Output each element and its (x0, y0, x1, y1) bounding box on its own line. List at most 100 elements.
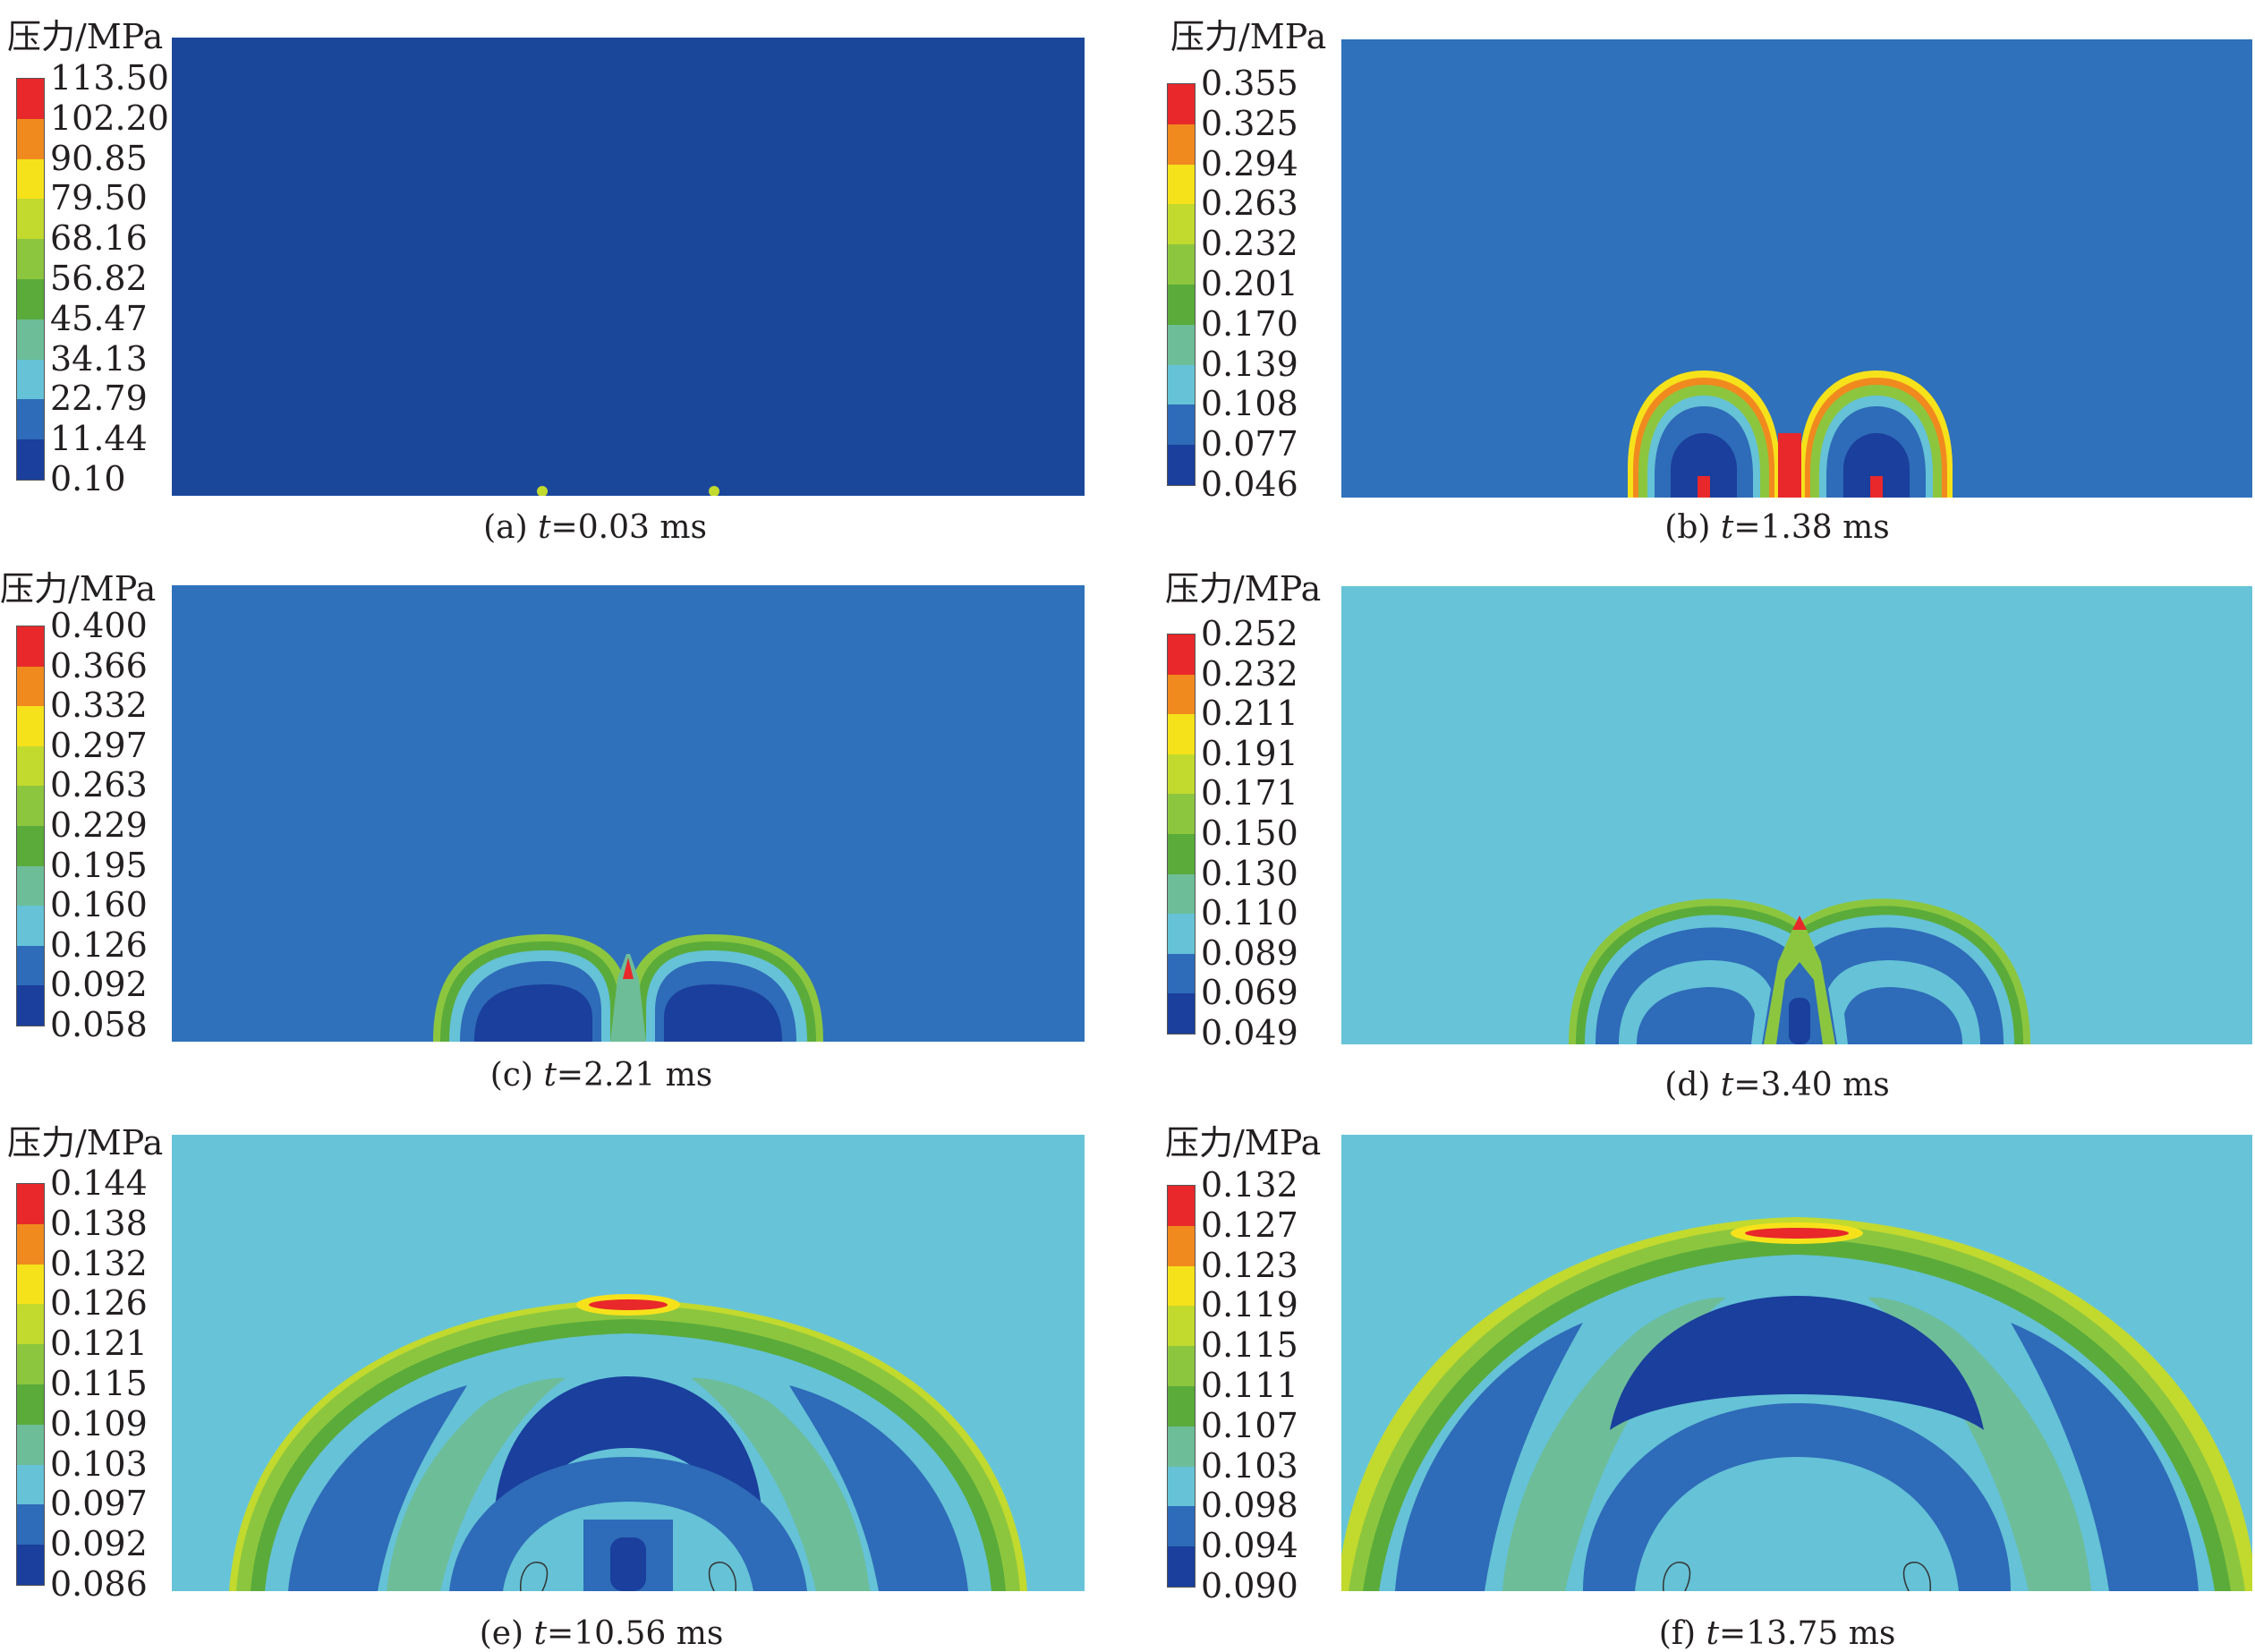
tick-label: 0.086 (50, 1564, 148, 1604)
low-pressure-arc (449, 1457, 807, 1591)
panel-f: 压力/MPa 0.132 0.127 0.123 0.119 0.115 0.1… (1160, 1097, 2255, 1650)
color-swatch (17, 1184, 44, 1225)
tick-label: 0.108 (1201, 384, 1298, 424)
color-swatch (17, 865, 44, 907)
tick-label: 0.126 (50, 924, 148, 965)
jet-peak (623, 958, 634, 979)
color-swatch (17, 906, 44, 947)
panel-c: 压力/MPa 0.400 0.366 0.332 0.297 0.263 0.2… (0, 549, 1128, 1097)
color-swatch (17, 945, 44, 986)
color-swatch (17, 1223, 44, 1265)
color-swatch (17, 1264, 44, 1305)
color-swatch (1168, 1186, 1195, 1227)
color-swatch (17, 399, 44, 440)
pressure-contour-plot (1341, 586, 2252, 1044)
color-swatch (1168, 1546, 1195, 1588)
peak-pressure-core (1745, 1228, 1849, 1239)
color-swatch (1168, 1426, 1195, 1468)
tick-label: 0.097 (50, 1484, 148, 1524)
tick-label: 0.232 (1201, 653, 1298, 694)
wave-band-right (789, 1385, 968, 1591)
low-pressure-region (494, 1376, 762, 1529)
color-swatch (17, 826, 44, 867)
color-swatch (17, 1384, 44, 1426)
plot-background (172, 38, 1085, 496)
tick-label: 0.092 (50, 965, 148, 1005)
panel-caption: (e) t=10.56 ms (479, 1615, 724, 1652)
panel-d: 压力/MPa 0.252 0.232 0.211 0.191 0.171 0.1… (1160, 549, 2255, 1102)
color-bar (16, 1183, 45, 1586)
legend-title: 压力/MPa (7, 17, 164, 56)
tick-label: 0.160 (50, 885, 148, 925)
tick-label: 0.263 (50, 765, 148, 805)
color-swatch (17, 626, 44, 668)
pressure-contour-plot (172, 1135, 1085, 1591)
color-swatch (1168, 953, 1195, 994)
shock-wave-right (1800, 370, 1953, 498)
tick-label: 0.201 (1201, 264, 1298, 303)
tick-label: 0.132 (50, 1243, 148, 1283)
color-swatch (1168, 324, 1195, 366)
wave-stem-right (1868, 1297, 2091, 1591)
tick-label: 22.79 (50, 379, 148, 419)
color-bar (1167, 83, 1196, 486)
tick-label: 56.82 (50, 259, 148, 298)
tick-label: 0.150 (1201, 813, 1298, 853)
tick-label: 0.332 (50, 685, 148, 726)
color-swatch (17, 79, 44, 120)
tick-label: 0.115 (1201, 1325, 1298, 1366)
tick-label: 102.20 (50, 98, 169, 138)
color-swatch (17, 706, 44, 747)
color-bar (16, 78, 45, 481)
wave-band-left (1395, 1323, 1583, 1591)
color-swatch (1168, 834, 1195, 875)
color-swatch (1168, 204, 1195, 245)
tick-label: 0.195 (50, 845, 148, 885)
tick-label: 0.366 (50, 645, 148, 685)
color-swatch (1168, 1386, 1195, 1427)
legend-title: 压力/MPa (1165, 569, 1322, 609)
tick-label: 90.85 (50, 138, 148, 178)
color-swatch (1168, 285, 1195, 326)
color-swatch (1168, 164, 1195, 205)
legend-title: 压力/MPa (7, 1123, 164, 1162)
tick-label: 68.16 (50, 218, 148, 259)
tick-label: 0.170 (1201, 303, 1298, 344)
color-bar (1167, 634, 1196, 1035)
central-core (610, 1537, 646, 1591)
color-swatch (1168, 84, 1195, 125)
color-swatch (1168, 1265, 1195, 1307)
pressure-contour-plot (172, 585, 1085, 1042)
charge-point (709, 486, 719, 496)
color-swatch (17, 158, 44, 200)
color-swatch (1168, 714, 1195, 755)
tick-label: 0.103 (1201, 1445, 1298, 1486)
color-swatch (17, 1304, 44, 1345)
color-swatch (1168, 404, 1195, 446)
wave-band-left (288, 1385, 467, 1591)
color-swatch (17, 985, 44, 1026)
tick-label: 0.119 (1201, 1285, 1298, 1325)
pressure-contour-plot (1341, 1135, 2252, 1591)
tick-label: 0.069 (1201, 973, 1298, 1013)
tick-label: 113.50 (50, 58, 169, 98)
tick-label: 0.094 (1201, 1526, 1298, 1566)
tick-label: 0.130 (1201, 853, 1298, 893)
wave-stem-left (387, 1377, 566, 1591)
low-pressure-region (1610, 1296, 1984, 1430)
tick-label: 0.077 (1201, 424, 1298, 464)
color-swatch (17, 1344, 44, 1385)
tick-label: 0.229 (50, 805, 148, 845)
shock-wave-right (628, 934, 823, 1042)
tick-label: 11.44 (50, 419, 148, 459)
color-swatch (17, 666, 44, 707)
color-swatch (1168, 914, 1195, 955)
tick-label: 0.103 (50, 1443, 148, 1484)
tick-label: 0.107 (1201, 1405, 1298, 1445)
wave-stem-left (1502, 1297, 1726, 1591)
tick-label: 0.297 (50, 725, 148, 765)
color-swatch (17, 1504, 44, 1546)
color-swatch (17, 279, 44, 320)
color-swatch (1168, 1466, 1195, 1507)
tick-label: 0.111 (1201, 1366, 1298, 1405)
